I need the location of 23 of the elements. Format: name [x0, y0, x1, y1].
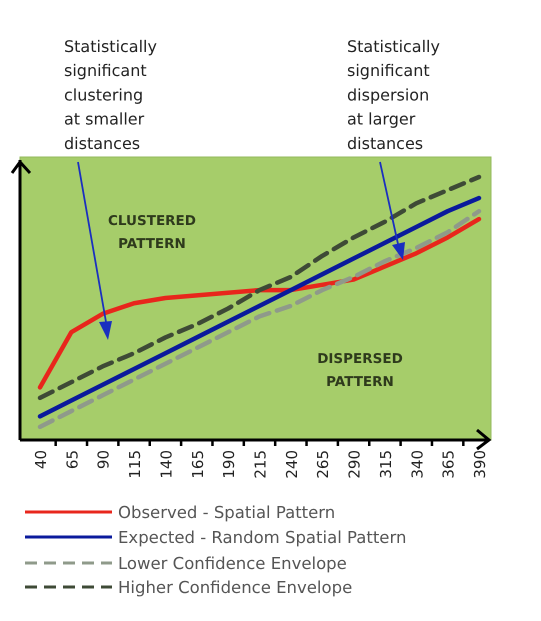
x-tick-label: 40: [32, 450, 50, 470]
x-tick-label: 115: [126, 450, 144, 479]
x-tick-label: 90: [94, 450, 113, 470]
annotation: CLUSTERED PATTERN: [108, 213, 196, 252]
x-tick-label: 265: [314, 450, 332, 479]
text: Statistically significant dispersion at larger distances: [347, 37, 440, 153]
x-tick-label: 340: [408, 450, 426, 479]
annotation: DISPERSED PATTERN: [317, 351, 403, 390]
x-tick-label: 315: [376, 450, 395, 479]
x-tick-label: 290: [346, 450, 364, 479]
x-tick-label: 165: [188, 450, 207, 479]
legend-label: Expected - Random Spatial Pattern: [118, 528, 406, 547]
x-tick-label: 140: [157, 450, 176, 479]
legend-label: Observed - Spatial Pattern: [118, 503, 336, 522]
x-tick-label: 390: [471, 450, 489, 479]
text: Statistically significant clustering at smaller distances: [64, 37, 157, 153]
x-tick-label: 190: [220, 450, 238, 479]
legend-label: Lower Confidence Envelope: [118, 554, 347, 573]
x-tick-label: 365: [440, 450, 458, 479]
legend-label: Higher Confidence Envelope: [118, 578, 352, 597]
x-tick-label: 240: [282, 450, 301, 479]
x-tick-label: 215: [252, 450, 270, 479]
x-tick-label: 65: [63, 450, 82, 470]
